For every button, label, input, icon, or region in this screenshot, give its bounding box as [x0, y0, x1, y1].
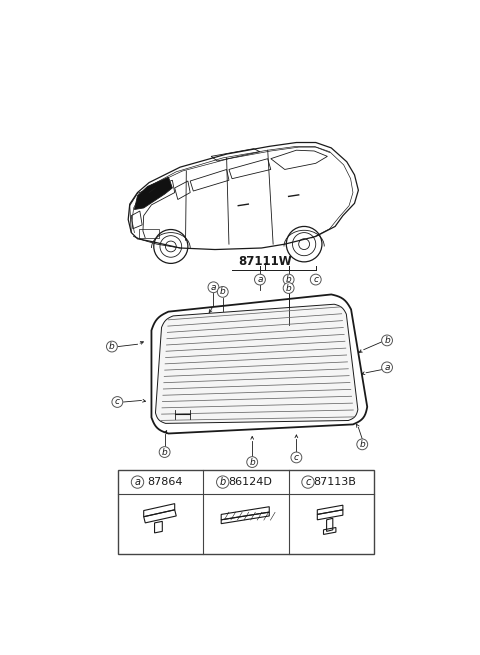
Text: b: b: [360, 440, 365, 449]
Text: a: a: [134, 477, 141, 487]
Circle shape: [283, 283, 294, 293]
Circle shape: [132, 476, 144, 488]
Circle shape: [112, 397, 123, 407]
Text: 86124D: 86124D: [228, 477, 272, 487]
Circle shape: [216, 476, 229, 488]
Text: 87111W: 87111W: [239, 255, 292, 268]
Circle shape: [107, 341, 117, 352]
Text: b: b: [162, 447, 168, 457]
Polygon shape: [134, 177, 172, 210]
Circle shape: [159, 447, 170, 457]
Circle shape: [382, 335, 393, 346]
Text: b: b: [286, 275, 291, 284]
Text: b: b: [249, 458, 255, 466]
Circle shape: [291, 452, 302, 463]
Polygon shape: [156, 304, 358, 423]
Text: c: c: [294, 453, 299, 462]
Circle shape: [247, 457, 258, 468]
Text: 87113B: 87113B: [314, 477, 357, 487]
Text: b: b: [384, 336, 390, 345]
Circle shape: [208, 282, 219, 293]
Text: a: a: [257, 275, 263, 284]
Text: 87864: 87864: [147, 477, 182, 487]
Text: c: c: [313, 275, 318, 284]
Circle shape: [254, 274, 265, 285]
Circle shape: [311, 274, 321, 285]
Text: b: b: [220, 477, 226, 487]
Circle shape: [217, 286, 228, 297]
Text: c: c: [305, 477, 311, 487]
Circle shape: [382, 362, 393, 373]
Text: b: b: [220, 288, 226, 297]
Text: c: c: [115, 398, 120, 407]
Text: b: b: [109, 342, 115, 351]
Text: a: a: [384, 363, 390, 372]
Circle shape: [302, 476, 314, 488]
Circle shape: [283, 274, 294, 285]
Text: b: b: [286, 284, 291, 293]
Text: a: a: [211, 283, 216, 291]
Circle shape: [357, 439, 368, 450]
